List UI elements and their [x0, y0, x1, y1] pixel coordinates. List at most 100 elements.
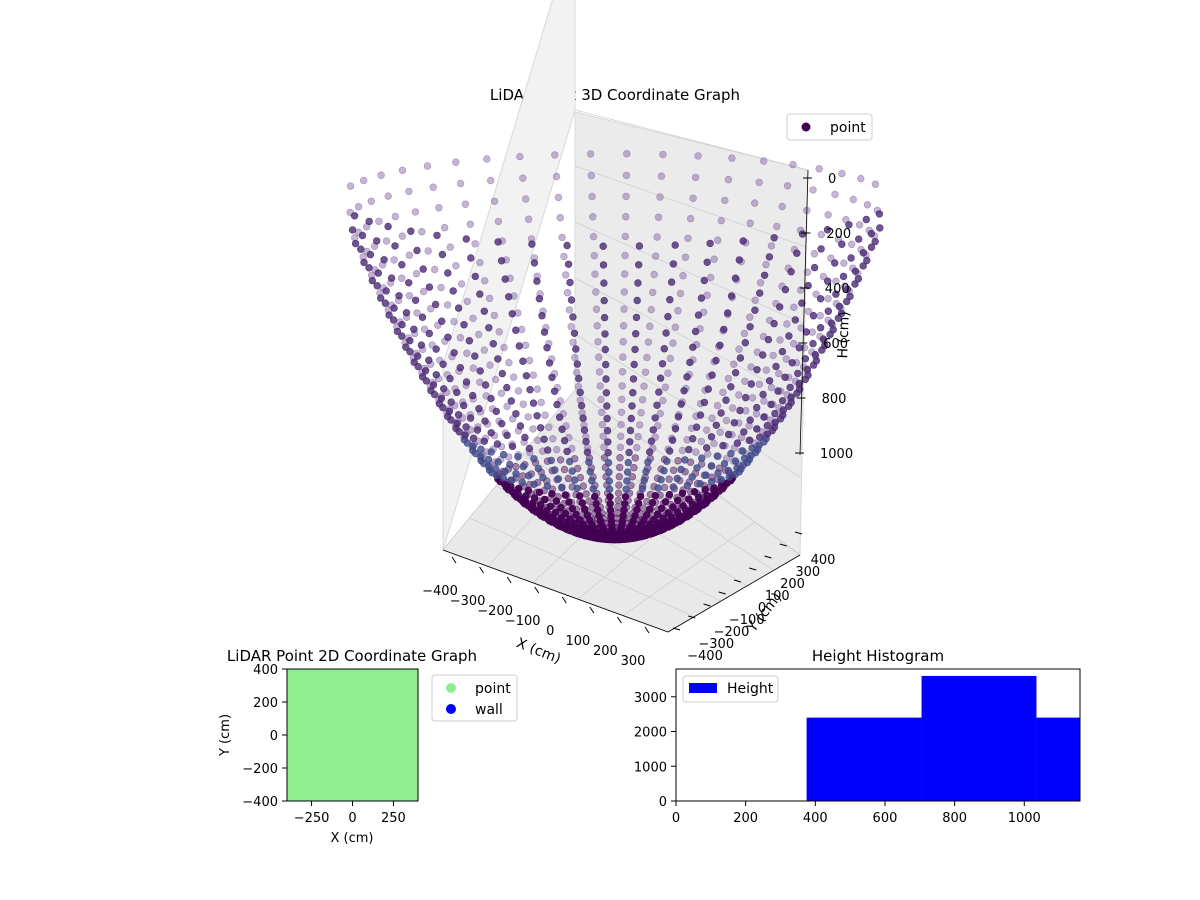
point-3d: [417, 341, 426, 349]
point-3d: [622, 171, 631, 180]
point-3d: [591, 270, 599, 278]
point-3d: [789, 340, 798, 348]
point-3d: [784, 402, 793, 410]
point-3d: [593, 506, 602, 514]
point-3d: [508, 442, 517, 451]
point-3d: [803, 268, 812, 276]
point-3d: [694, 311, 703, 319]
point-3d: [494, 458, 502, 466]
point-3d: [604, 448, 612, 457]
point-3d: [871, 180, 880, 188]
point-3d: [720, 325, 728, 334]
point-3d: [781, 373, 789, 381]
point-3d: [461, 200, 470, 208]
point-3d: [659, 150, 667, 159]
point-3d: [572, 510, 580, 519]
point-3d: [586, 468, 594, 476]
point-3d: [487, 394, 495, 403]
point-3d: [634, 279, 642, 287]
y-tick-label-2d: −400: [242, 795, 278, 810]
point-3d: [636, 492, 645, 501]
point-3d: [616, 454, 624, 462]
point-3d: [557, 503, 565, 512]
point-3d: [593, 322, 601, 330]
point-3d: [707, 478, 716, 486]
histogram-bar: [1036, 717, 1080, 801]
point-3d: [832, 290, 840, 298]
point-3d: [671, 425, 680, 433]
point-3d: [576, 388, 584, 397]
legend-hist-swatch: [689, 683, 717, 693]
point-3d: [374, 269, 382, 277]
point-3d: [452, 158, 460, 166]
point-3d: [659, 396, 667, 405]
point-3d: [728, 154, 736, 162]
point-3d: [487, 448, 495, 456]
point-3d: [350, 212, 359, 220]
point-3d: [565, 457, 574, 466]
point-3d: [759, 390, 767, 399]
point-3d: [748, 444, 756, 452]
point-3d: [503, 383, 511, 392]
point-3d: [797, 324, 805, 332]
point-3d: [566, 515, 574, 523]
y-axis-label-2d: Y (cm): [218, 714, 233, 757]
point-3d: [619, 353, 627, 361]
point-3d: [551, 466, 559, 474]
point-3d: [598, 421, 607, 429]
point-3d: [605, 468, 613, 476]
point-3d: [519, 462, 527, 471]
point-3d: [840, 259, 848, 267]
point-3d: [519, 174, 527, 182]
point-3d: [516, 152, 524, 161]
point-3d: [816, 324, 825, 332]
point-3d: [686, 214, 695, 223]
point-3d: [720, 460, 729, 468]
point-3d: [824, 295, 832, 303]
point-3d: [809, 186, 817, 194]
x-axis-line-3d: [442, 549, 669, 633]
point-3d: [606, 506, 615, 514]
point-3d: [677, 400, 685, 408]
point-3d: [678, 489, 687, 497]
point-3d: [477, 452, 485, 461]
point-3d: [453, 419, 461, 428]
point-3d: [501, 275, 509, 283]
point-3d: [381, 299, 390, 307]
legend-2d-point-marker: [446, 683, 456, 693]
point-3d: [669, 466, 678, 474]
y-tick-label-3d: −100: [729, 613, 765, 628]
point-3d: [499, 450, 508, 459]
point-3d: [615, 472, 623, 481]
point-3d: [751, 306, 759, 314]
point-3d: [603, 414, 611, 423]
point-3d: [581, 505, 589, 514]
point-3d: [801, 375, 809, 384]
point-3d: [425, 283, 434, 291]
point-3d: [501, 467, 509, 476]
point-3d: [603, 426, 612, 435]
point-3d: [697, 294, 706, 302]
point-3d: [834, 314, 843, 322]
point-3d: [588, 192, 596, 201]
point-3d: [666, 354, 675, 363]
point-3d: [755, 433, 764, 441]
point-3d: [649, 426, 657, 434]
y-tick-label-3d: 300: [795, 565, 820, 580]
point-3d: [746, 323, 754, 331]
z-tick-label-3d: 1000: [820, 447, 853, 462]
point-3d: [823, 277, 832, 285]
point-3d: [616, 443, 625, 451]
point-3d: [533, 277, 541, 285]
point-3d: [773, 222, 781, 231]
point-3d: [615, 463, 624, 472]
x-tick-label-3d: −300: [450, 594, 486, 609]
point-3d: [830, 259, 839, 267]
point-3d: [604, 438, 612, 446]
point-3d: [578, 499, 586, 507]
point-3d: [529, 425, 537, 433]
point-3d: [558, 233, 566, 242]
point-3d: [623, 477, 631, 485]
point-3d: [629, 375, 638, 383]
point-3d: [859, 262, 867, 270]
